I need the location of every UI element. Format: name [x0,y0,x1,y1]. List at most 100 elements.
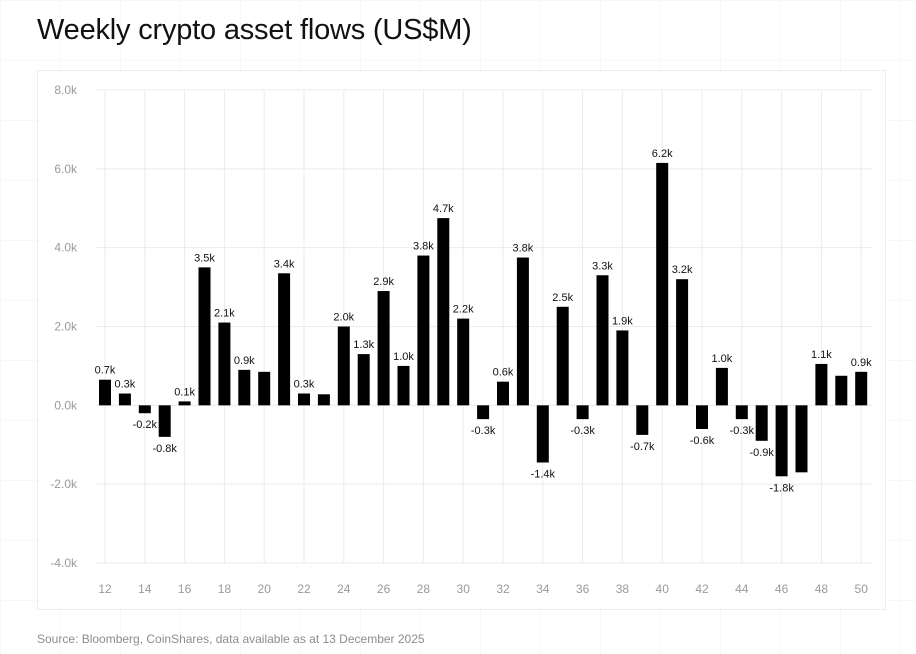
bar-week-39 [636,405,649,435]
bar-week-37 [596,275,609,406]
bar-week-44 [735,405,748,420]
y-tick-label: 0.0k [54,398,78,412]
data-label-week-34: -1.4k [531,468,556,480]
bar-week-42 [696,405,708,429]
y-tick-label: -4.0k [50,556,78,570]
data-label-week-25: 1.3k [353,339,374,351]
x-tick-label: 28 [417,582,431,596]
bar-week-29 [437,218,450,406]
data-label-week-14: -0.2k [133,419,158,431]
data-label-week-18: 2.1k [214,308,235,320]
bar-week-24 [337,326,350,406]
x-tick-label: 50 [855,582,869,596]
y-tick-label: 8.0k [54,83,78,97]
data-label-week-21: 3.4k [274,258,295,270]
data-label-week-29: 4.7k [433,203,454,215]
x-tick-label: 14 [138,582,152,596]
data-label-week-26: 2.9k [373,276,394,288]
bar-week-41 [676,279,689,406]
data-label-week-42: -0.6k [690,435,715,447]
x-tick-label: 38 [616,582,630,596]
y-tick-label: -2.0k [50,477,78,491]
bar-week-49 [835,375,848,406]
x-tick-label: 18 [218,582,232,596]
x-tick-label: 42 [695,582,709,596]
bar-week-33 [516,257,529,406]
data-label-week-33: 3.8k [513,243,534,255]
data-label-week-40: 6.2k [652,148,673,160]
y-axis-ticks: -4.0k -2.0k 0.0k 2.0k 4.0k 6.0k 8.0k [50,83,78,570]
x-tick-label: 44 [735,582,749,596]
data-label-week-16: 0.1k [174,386,195,398]
bar-week-12 [99,379,111,406]
data-label-week-38: 1.9k [612,315,633,327]
y-tick-label: 6.0k [54,162,78,176]
bar-week-25 [357,354,370,406]
x-tick-label: 32 [496,582,510,596]
data-label-week-28: 3.8k [413,241,434,253]
bar-week-21 [278,273,291,406]
bar-week-15 [158,405,171,437]
data-label-week-48: 1.1k [811,349,832,361]
bar-week-34 [536,405,549,463]
x-tick-label: 46 [775,582,789,596]
bar-week-35 [556,306,569,406]
gridlines [95,89,872,564]
data-label-week-31: -0.3k [471,425,496,437]
bar-week-30 [457,318,470,406]
bars [99,162,868,477]
data-label-week-19: 0.9k [234,355,255,367]
bar-week-18 [218,322,231,406]
data-label-week-15: -0.8k [152,443,177,455]
data-label-week-35: 2.5k [552,292,573,304]
data-label-week-45: -0.9k [749,447,774,459]
x-tick-label: 40 [656,582,670,596]
x-tick-label: 48 [815,582,829,596]
x-tick-label: 20 [258,582,272,596]
bar-week-26 [377,291,390,406]
x-tick-label: 34 [536,582,550,596]
bar-week-47 [795,405,808,473]
data-label-week-27: 1.0k [393,351,414,363]
bar-week-38 [616,330,629,406]
bar-week-48 [815,363,828,406]
x-tick-label: 30 [457,582,471,596]
y-tick-label: 2.0k [54,320,78,334]
x-tick-label: 16 [178,582,192,596]
bar-week-22 [298,393,310,406]
x-tick-label: 12 [98,582,112,596]
bar-week-40 [656,162,669,406]
data-label-week-39: -0.7k [630,441,655,453]
chart-title: Weekly crypto asset flows (US$M) [37,14,472,46]
bar-week-17 [198,267,211,406]
bar-week-20 [258,371,271,406]
bar-data-labels: 0.7k 0.3k -0.2k -0.8k 0.1k 3.5k 2.1k 0.9k 3.4k 0.… [95,148,872,494]
source-note: Source: Bloomberg, CoinShares, data avai… [37,632,425,646]
bar-week-19 [238,369,251,406]
bar-week-23 [317,394,330,406]
x-tick-label: 22 [297,582,311,596]
x-tick-label: 24 [337,582,351,596]
bar-week-14 [138,405,151,414]
bar-week-28 [417,255,430,406]
bar-week-16 [178,401,191,406]
bar-week-43 [715,367,728,406]
data-label-week-13: 0.3k [115,379,136,391]
bar-week-36 [576,405,589,420]
x-axis-ticks: 12 14 16 18 20 22 24 26 28 30 32 34 36 38 40 42 44 46 48 50 [98,582,868,596]
bar-week-46 [775,405,788,477]
data-label-week-22: 0.3k [294,379,315,391]
data-label-week-44: -0.3k [730,425,755,437]
data-label-week-32: 0.6k [493,367,514,379]
x-tick-label: 26 [377,582,391,596]
data-label-week-43: 1.0k [712,353,733,365]
data-label-week-24: 2.0k [333,312,354,324]
x-tick-label: 36 [576,582,590,596]
data-label-week-37: 3.3k [592,260,613,272]
data-label-week-46: -1.8k [769,482,794,494]
y-tick-label: 4.0k [54,241,78,255]
data-label-week-12: 0.7k [95,365,116,377]
bar-week-45 [755,405,768,441]
bar-week-32 [497,381,509,406]
